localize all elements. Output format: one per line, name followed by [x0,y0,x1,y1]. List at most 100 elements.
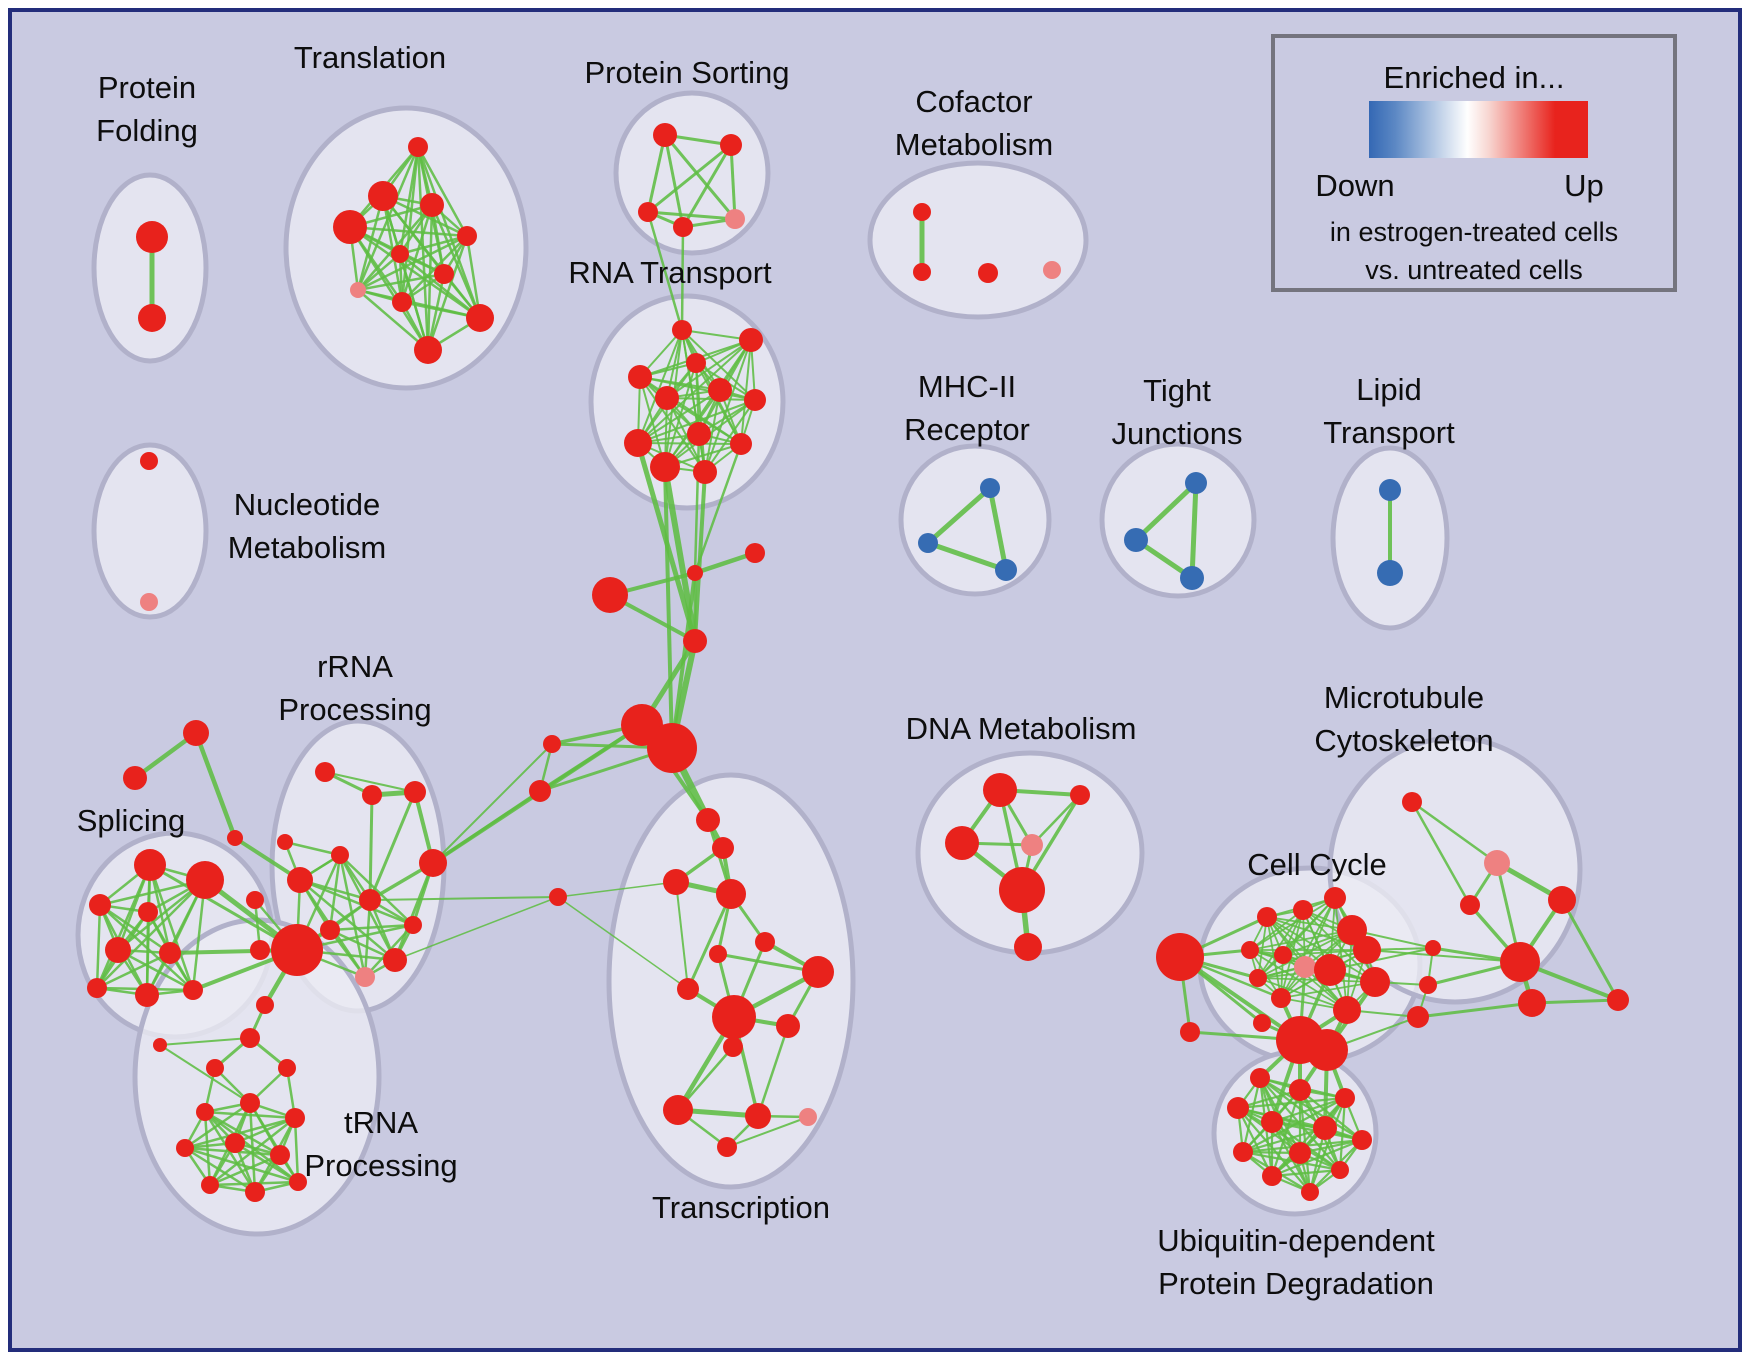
network-node [1425,940,1441,956]
network-node [1249,969,1267,987]
network-node [543,735,561,753]
network-node [1262,1166,1282,1186]
network-node [368,181,398,211]
network-node [331,846,349,864]
network-edge [663,466,674,749]
network-node [983,773,1017,807]
network-edge [432,789,541,865]
network-edge [399,234,468,256]
network-edge [324,771,416,793]
network-edge [1134,481,1198,542]
network-edge [1302,909,1376,983]
legend: Enriched in... Down Up in estrogen-treat… [1271,34,1677,292]
network-edge [1282,949,1368,956]
network-node [549,888,567,906]
network-edge [927,540,1007,573]
cluster-label-splicing: Splicing [77,803,186,838]
network-edge [1178,955,1302,1042]
network-edge [393,862,435,961]
network-edge [740,339,752,445]
cluster-label-trna-processing: Processing [304,1148,457,1183]
network-node [1484,850,1510,876]
network-node [159,942,181,964]
cluster-label-cofactor-metabolism: Cofactor [915,84,1032,119]
network-edge [432,743,553,864]
network-node [663,869,689,895]
network-edge [1031,794,1081,846]
network-node [650,452,680,482]
network-edge [234,1141,299,1184]
network-edge [1411,800,1498,865]
network-node [245,1182,265,1202]
cluster-label-rna-transport: RNA Transport [568,255,772,290]
network-node [176,1139,194,1157]
network-node [978,263,998,283]
network-node [1333,996,1361,1024]
network-node [1261,1111,1283,1133]
network-node [1548,886,1576,914]
network-node [153,1038,167,1052]
network-node [592,577,628,613]
network-edge [681,329,756,401]
network-edge [234,1116,296,1145]
network-node [1460,895,1480,915]
cluster-label-rrna-processing: Processing [278,692,431,727]
network-edge [1417,1001,1533,1019]
network-edge [1237,1106,1363,1142]
network-node [246,891,264,909]
cluster-label-trna-processing: tRNA [344,1105,418,1140]
network-node [1407,1006,1429,1028]
network-node [655,386,679,410]
network-node [677,978,699,1000]
network-node [466,304,494,332]
network-edge [339,854,414,926]
network-edge [639,376,706,473]
network-edge [987,487,1009,571]
network-node [693,460,717,484]
network-node [1419,976,1437,994]
network-node [1271,988,1291,1008]
network-node [673,217,693,237]
network-node [745,1103,771,1129]
network-node [134,849,166,881]
network-edge [357,289,429,351]
network-edge [357,272,445,292]
network-node [716,879,746,909]
network-node [383,948,407,972]
network-node [1241,941,1259,959]
network-edge [363,899,372,978]
network-node [687,565,703,581]
network-edge [400,204,434,303]
network-node [1377,560,1403,586]
cluster-ellipse-tight-junctions [1099,441,1257,599]
network-node [1274,946,1292,964]
network-node [945,826,979,860]
network-node [1185,472,1207,494]
network-edge [704,399,756,473]
network-node [135,983,159,1007]
network-edge [637,339,752,444]
network-node [1180,1022,1200,1042]
network-edge [416,146,469,237]
network-node [980,478,1000,498]
network-node [250,940,270,960]
network-edge [1271,1168,1341,1178]
cluster-label-cofactor-metabolism: Metabolism [895,127,1054,162]
network-node [87,978,107,998]
network-edge [399,253,481,319]
network-node [683,629,707,653]
network-edge [1237,1107,1311,1193]
network-edge [1334,897,1348,1011]
network-edge [1329,947,1434,971]
network-edge [557,896,689,990]
cluster-label-mhc-ii-receptor: MHC-II [918,369,1016,404]
network-node [320,920,340,940]
network-edge [647,210,736,221]
network-edge [357,253,401,291]
network-node [712,837,734,859]
cluster-label-lipid-transport: Lipid [1356,372,1422,407]
cluster-label-microtubule-cytoskeleton: Cytoskeleton [1314,723,1493,758]
network-node [140,452,158,470]
